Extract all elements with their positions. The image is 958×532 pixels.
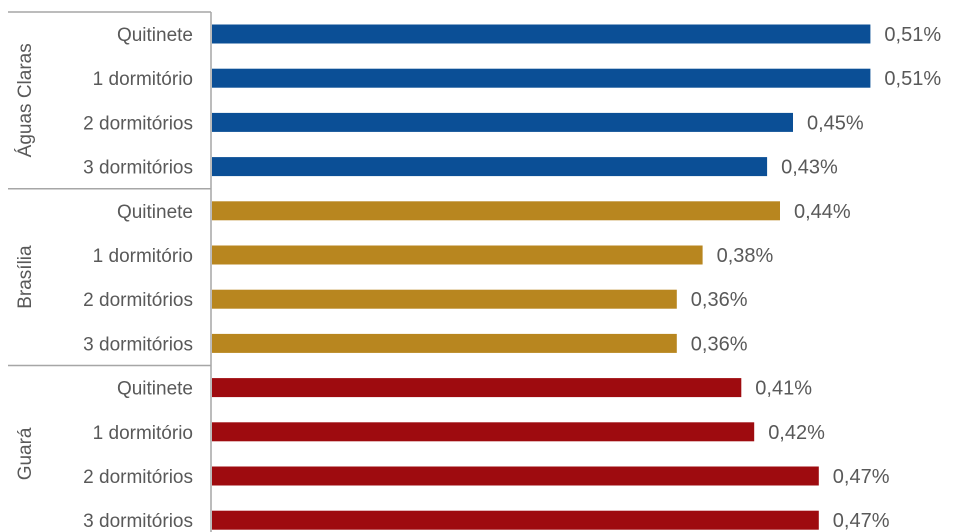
category-label: 1 dormitório [93,246,193,267]
bar-2-0 [212,378,742,398]
bar-2-1 [212,422,755,442]
category-label: 1 dormitório [93,69,193,90]
data-label: 0,45% [807,112,864,134]
data-label: 0,36% [691,289,748,311]
data-label: 0,38% [717,245,774,267]
bar-1-3 [212,333,677,353]
group-label: Guará [15,427,36,480]
bar-0-0 [212,24,871,44]
category-label: 2 dormitórios [83,467,193,488]
category-label: Quitinete [117,202,193,223]
bar-2-2 [212,466,819,486]
category-label: Quitinete [117,25,193,46]
category-label: 3 dormitórios [83,511,193,532]
data-label: 0,44% [794,201,851,223]
data-label: 0,51% [884,24,941,46]
data-label: 0,41% [755,378,812,400]
bars [212,24,871,530]
category-label: 3 dormitórios [83,334,193,355]
labels: Quitinete 0,51% 1 dormitório 0,51% 2 dormitó… [15,24,941,532]
category-label: 1 dormitório [93,423,193,444]
data-label: 0,47% [833,466,890,488]
category-label: Quitinete [117,379,193,400]
bar-1-2 [212,289,677,309]
group-label: Brasília [15,245,36,309]
bar-2-3 [212,510,819,530]
bar-0-2 [212,112,793,132]
data-label: 0,43% [781,157,838,179]
bar-0-1 [212,68,871,88]
bar-0-3 [212,157,768,177]
data-label: 0,42% [768,422,825,444]
bar-1-1 [212,245,703,265]
bar-1-0 [212,201,780,221]
data-label: 0,47% [833,510,890,532]
category-label: 2 dormitórios [83,113,193,134]
data-label: 0,51% [884,68,941,90]
category-label: 2 dormitórios [83,290,193,311]
data-label: 0,36% [691,333,748,355]
category-label: 3 dormitórios [83,158,193,179]
axis-rules [8,11,212,532]
group-label: Águas Claras [15,43,36,157]
